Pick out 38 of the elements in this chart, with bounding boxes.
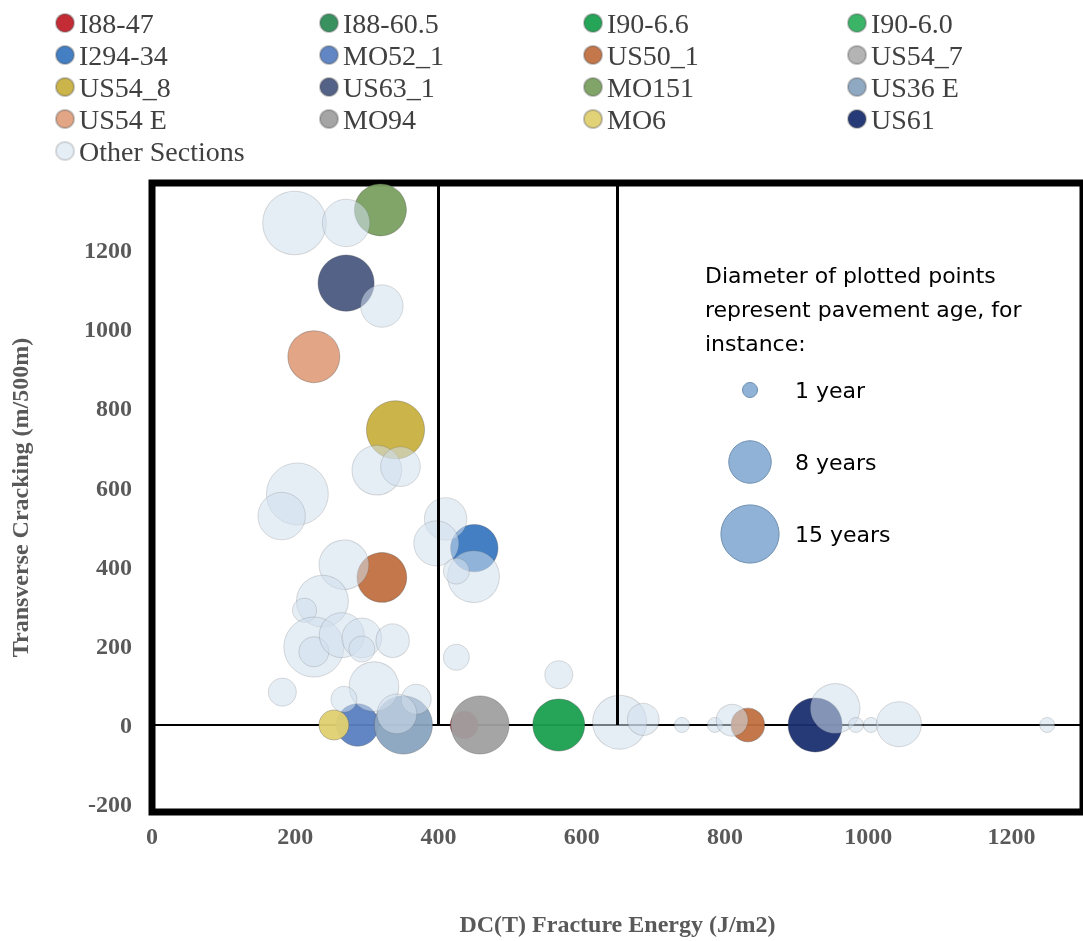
- legend-label: MO151: [607, 71, 695, 103]
- legend-label: US54 E: [79, 103, 167, 135]
- x-axis-title: DC(T) Fracture Energy (J/m2): [459, 911, 776, 937]
- legend-label: 8 years: [795, 449, 877, 475]
- legend-label: US61: [871, 103, 935, 135]
- y-tick-label: 0: [120, 711, 132, 738]
- legend-label: US36 E: [871, 71, 959, 103]
- legend-label: US54_7: [871, 39, 963, 71]
- y-tick-label: 400: [96, 553, 132, 580]
- y-tick-label: 200: [96, 632, 132, 659]
- legend-label: MO52_1: [343, 39, 445, 71]
- x-tick-label: 800: [706, 823, 743, 849]
- legend-label: Other Sections: [79, 135, 245, 167]
- y-tick-label: -200: [88, 791, 132, 818]
- y-tick-label: 800: [96, 395, 132, 422]
- legend-label: US63_1: [343, 71, 435, 103]
- x-tick-label: 600: [563, 823, 600, 849]
- annotation: Diameter of plotted points represent pavement age, for instance:: [705, 262, 1029, 356]
- legend-label: MO6: [607, 103, 667, 135]
- legend-label: US50_1: [607, 39, 699, 71]
- legend-label: I88-47: [79, 7, 154, 39]
- y-tick-label: 1000: [84, 316, 132, 343]
- y-tick-label: 600: [96, 474, 132, 501]
- legend-label: I88-60.5: [343, 7, 439, 39]
- x-tick-label: 1000: [844, 823, 893, 849]
- x-tick-label: 400: [420, 823, 457, 849]
- x-tick-label: 0: [146, 823, 158, 849]
- legend-label: MO94: [343, 103, 417, 135]
- legend-label: I90-6.6: [607, 7, 689, 39]
- y-axis-title: Transverse Cracking (m/500m): [7, 337, 33, 658]
- legend-label: 15 years: [795, 521, 891, 547]
- x-tick-label: 200: [277, 823, 314, 849]
- legend-label: 1 year: [795, 377, 867, 403]
- legend-label: I90-6.0: [871, 7, 953, 39]
- x-tick-label: 1200: [987, 823, 1036, 849]
- legend-label: I294-34: [79, 39, 168, 71]
- legend-label: US54_8: [79, 71, 171, 103]
- y-tick-label: 1200: [84, 237, 132, 264]
